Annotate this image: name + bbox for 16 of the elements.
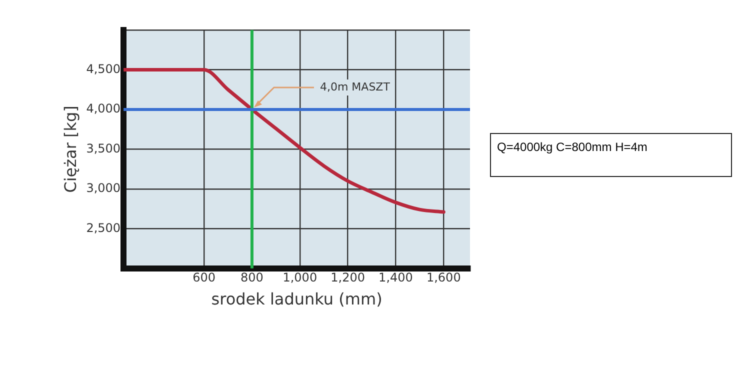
- y-tick-label: 4,500: [86, 62, 121, 76]
- x-axis-title: srodek ladunku (mm): [211, 290, 382, 309]
- line-series: [124, 68, 446, 214]
- y-axis-title: Ciężar [kg]: [60, 106, 80, 193]
- y-tick-label: 3,500: [86, 141, 121, 156]
- x-tick-label: 600: [192, 270, 216, 285]
- x-tick-label: 800: [240, 270, 264, 285]
- x-tick-label: 1,000: [282, 270, 318, 285]
- x-tick-label: 1,400: [378, 270, 413, 285]
- y-tick-label: 2,500: [86, 220, 121, 235]
- x-tick-label: 1,200: [330, 270, 365, 285]
- y-tick-label: 3,000: [86, 181, 121, 196]
- y-tick-label: 4,000: [86, 102, 121, 116]
- text: Q=4000kg C=800mm H=4m: [490, 133, 732, 177]
- annotation: 4,0m MASZT: [320, 80, 390, 94]
- x-tick-label: 1,600: [426, 270, 461, 285]
